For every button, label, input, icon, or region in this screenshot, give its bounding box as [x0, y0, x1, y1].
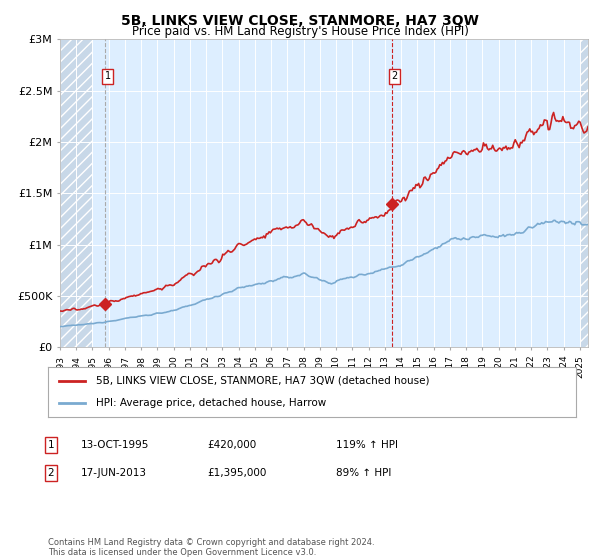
Text: 1: 1 [47, 440, 55, 450]
Text: 1: 1 [105, 71, 111, 81]
Text: 89% ↑ HPI: 89% ↑ HPI [336, 468, 391, 478]
Text: Contains HM Land Registry data © Crown copyright and database right 2024.
This d: Contains HM Land Registry data © Crown c… [48, 538, 374, 557]
Text: 17-JUN-2013: 17-JUN-2013 [81, 468, 147, 478]
Bar [60, 39, 92, 347]
Text: 5B, LINKS VIEW CLOSE, STANMORE, HA7 3QW (detached house): 5B, LINKS VIEW CLOSE, STANMORE, HA7 3QW … [95, 376, 429, 386]
Bar [580, 39, 588, 347]
Text: 2: 2 [392, 71, 398, 81]
Text: Price paid vs. HM Land Registry's House Price Index (HPI): Price paid vs. HM Land Registry's House … [131, 25, 469, 38]
Text: £420,000: £420,000 [207, 440, 256, 450]
Text: HPI: Average price, detached house, Harrow: HPI: Average price, detached house, Harr… [95, 398, 326, 408]
Text: 5B, LINKS VIEW CLOSE, STANMORE, HA7 3QW: 5B, LINKS VIEW CLOSE, STANMORE, HA7 3QW [121, 14, 479, 28]
Text: 119% ↑ HPI: 119% ↑ HPI [336, 440, 398, 450]
Text: 13-OCT-1995: 13-OCT-1995 [81, 440, 149, 450]
Text: £1,395,000: £1,395,000 [207, 468, 266, 478]
Text: 2: 2 [47, 468, 55, 478]
